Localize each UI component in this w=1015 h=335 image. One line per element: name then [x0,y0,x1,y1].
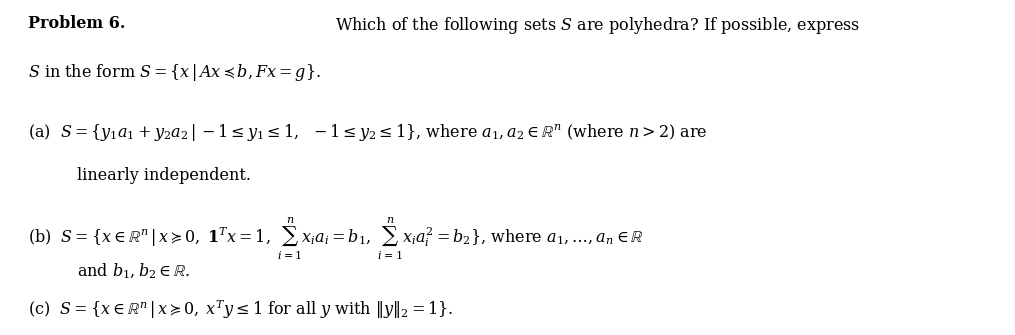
Text: (a)  $S = \{y_1a_1 + y_2a_2\,|\,-1 \leq y_1 \leq 1,\;\; -1 \leq y_2 \leq 1\}$, w: (a) $S = \{y_1a_1 + y_2a_2\,|\,-1 \leq y… [28,122,708,143]
Text: (c)  $S = \{x \in \mathbb{R}^n\,|\,x \succeq 0,\; x^Ty \leq 1$ for all $y$ with : (c) $S = \{x \in \mathbb{R}^n\,|\,x \suc… [28,298,454,321]
Text: (b)  $S = \{x \in \mathbb{R}^n\,|\,x \succeq 0,\; \mathbf{1}^Tx = 1,\; \sum_{i=1: (b) $S = \{x \in \mathbb{R}^n\,|\,x \suc… [28,216,645,262]
Text: linearly independent.: linearly independent. [77,168,251,185]
Text: Which of the following sets $S$ are polyhedra? If possible, express: Which of the following sets $S$ are poly… [335,15,861,36]
Text: and $b_1, b_2 \in \mathbb{R}$.: and $b_1, b_2 \in \mathbb{R}$. [77,261,191,281]
Text: $S$ in the form $S = \{x\,|\,Ax \preceq b, Fx = g\}$.: $S$ in the form $S = \{x\,|\,Ax \preceq … [28,62,322,83]
Text: Problem 6.: Problem 6. [28,15,126,32]
